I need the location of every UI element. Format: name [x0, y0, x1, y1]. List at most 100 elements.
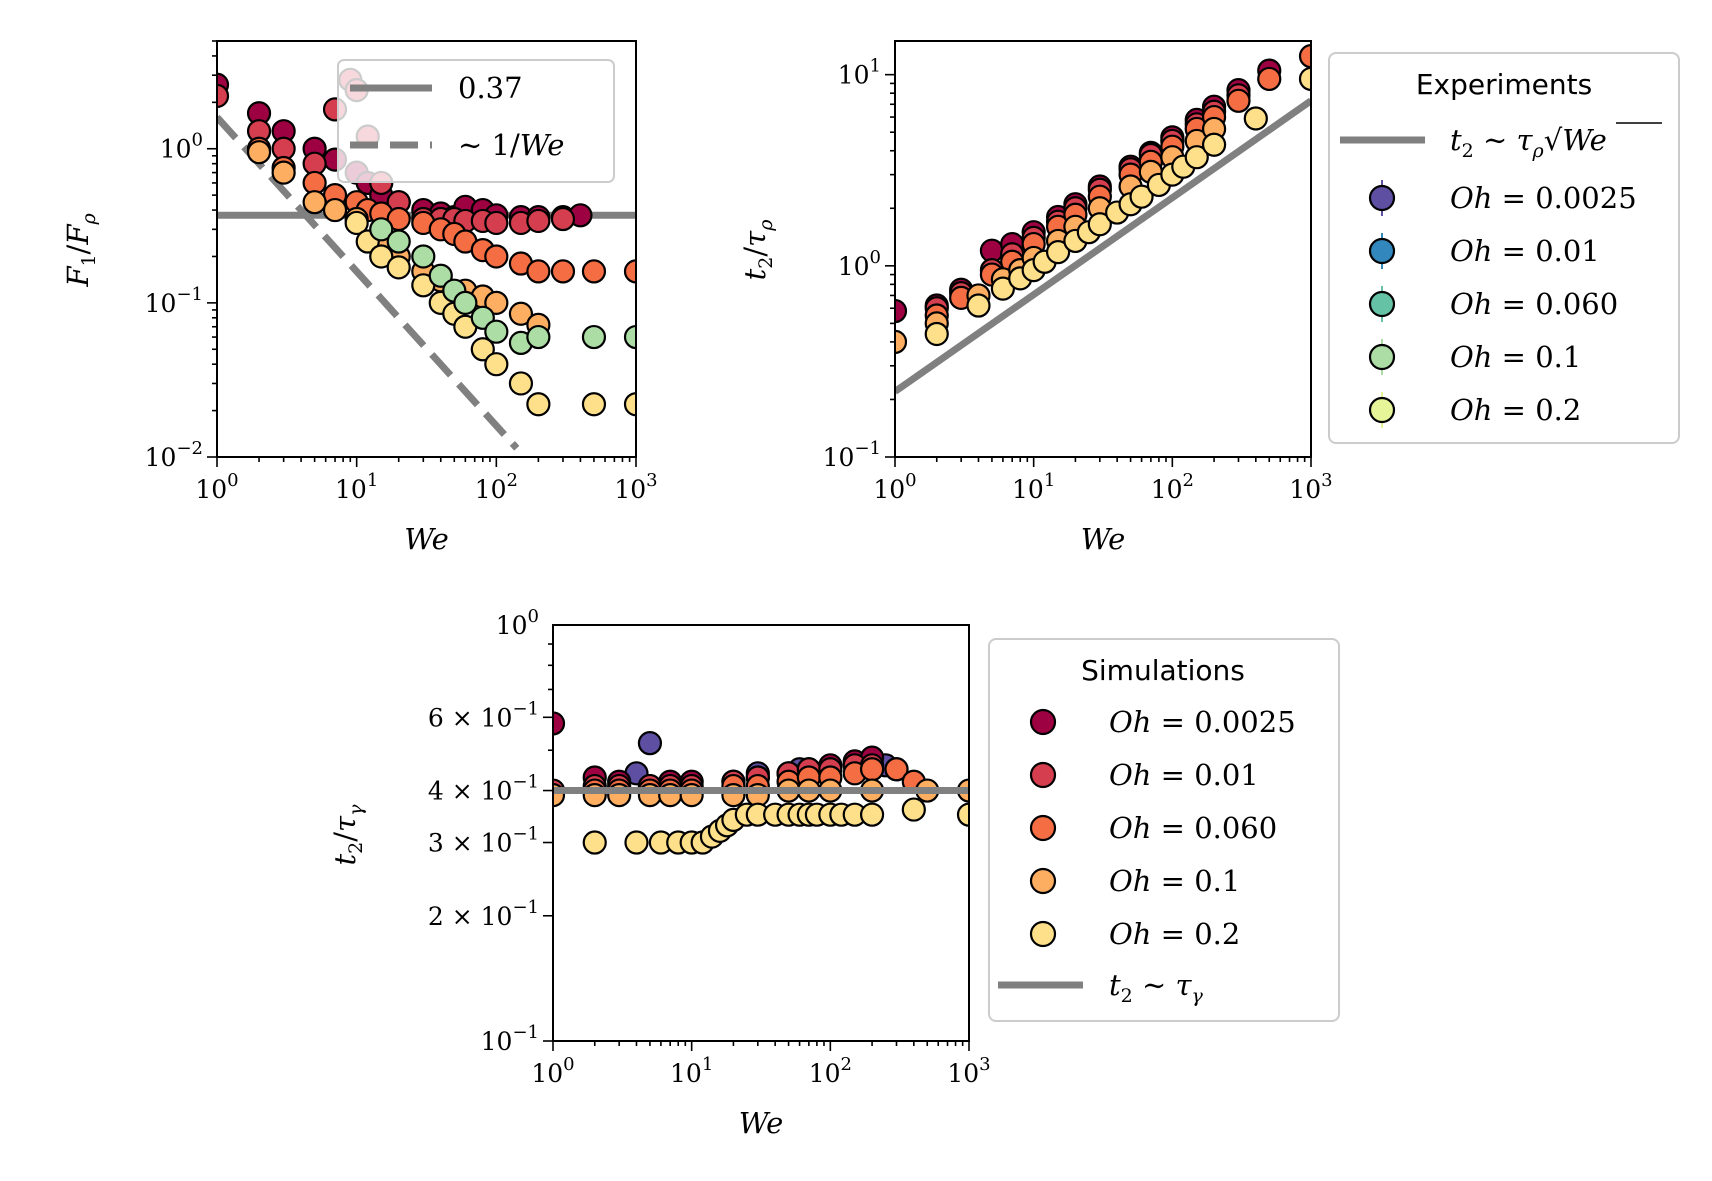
- y-tick-label: 2 × 10−1: [428, 897, 539, 931]
- data-point: [484, 290, 509, 315]
- data-point: [1243, 106, 1268, 131]
- panel-t2-over-taurho: 100 101 102 10310−1100101Wet2/τρExperiments…: [738, 40, 1680, 556]
- data-point: [966, 293, 991, 318]
- data-point: [508, 371, 534, 396]
- legend-marker: [1368, 396, 1396, 424]
- legend-label: Oh = 0.1: [1109, 864, 1240, 898]
- data-point: [956, 802, 969, 827]
- legend-marker: [1368, 184, 1396, 212]
- legend-label: Oh = 0.1: [1450, 340, 1581, 374]
- data-point: [1087, 212, 1112, 237]
- data-point: [484, 352, 509, 377]
- x-tick-label: 100: [195, 470, 238, 504]
- legend-marker: [1029, 920, 1057, 948]
- legend-label: Oh = 0.0025: [1109, 705, 1296, 739]
- plot-area: [217, 67, 636, 451]
- legend-marker: [1029, 814, 1057, 842]
- data-point: [550, 206, 576, 232]
- series-oh-0.2: [344, 210, 636, 417]
- data-point: [508, 301, 534, 326]
- y-tick-label: 4 × 10−1: [428, 772, 539, 806]
- y-tick-label: 10−1: [823, 438, 881, 472]
- series-oh-0.2: [924, 66, 1311, 347]
- data-point: [470, 337, 495, 362]
- legend-marker: [1368, 343, 1396, 371]
- x-tick-label: 103: [947, 1054, 990, 1088]
- legend-label: Oh = 0.2: [1109, 917, 1240, 951]
- legend-label: Oh = 0.0025: [1450, 181, 1637, 215]
- data-point: [1226, 88, 1251, 113]
- legend-label: Oh = 0.2: [1450, 393, 1581, 427]
- legend-marker: [1029, 708, 1057, 736]
- data-point: [1257, 66, 1282, 92]
- panel-t2-over-taugamma: 100 101 102 103 10−1 2 × 10−1 3 × 10−1 4 × 10−1…: [328, 606, 1340, 1140]
- data-point: [526, 259, 551, 284]
- reference-line-1: [895, 97, 1311, 395]
- legend-label: Oh = 0.01: [1109, 758, 1259, 792]
- axes-frame: [216, 40, 637, 458]
- data-point: [526, 392, 551, 417]
- legend-marker: [1368, 290, 1396, 318]
- x-tick-label: 101: [1012, 470, 1055, 504]
- series-oh-0.1: [895, 116, 1227, 355]
- legend-label: ∼ 1/We: [458, 128, 564, 162]
- plot-area: [895, 44, 1311, 395]
- legend-marker: [1029, 761, 1057, 789]
- data-point: [623, 392, 636, 417]
- data-point: [386, 255, 411, 280]
- data-point: [484, 319, 509, 344]
- data-point: [302, 190, 327, 215]
- data-point: [246, 140, 272, 165]
- axes-frame: [552, 624, 970, 1042]
- data-point: [582, 830, 607, 855]
- series-oh-0.2b: [369, 217, 636, 355]
- y-axis-label: t2/τγ: [328, 804, 367, 866]
- data-point: [884, 757, 909, 782]
- data-point: [526, 324, 551, 350]
- legend-label: t2 ∼ τγ: [1109, 968, 1204, 1007]
- x-tick-label: 102: [809, 1054, 852, 1088]
- data-point: [553, 711, 566, 736]
- data-point: [924, 321, 949, 347]
- legend-label: Oh = 0.01: [1450, 234, 1600, 268]
- data-point: [453, 290, 478, 315]
- data-point: [369, 217, 394, 242]
- data-point: [637, 731, 663, 756]
- data-point: [411, 244, 436, 269]
- legend-label: Oh = 0.060: [1450, 287, 1618, 321]
- data-point: [859, 757, 885, 782]
- data-point: [1045, 239, 1071, 265]
- x-axis-label: We: [404, 522, 449, 556]
- data-point: [581, 392, 607, 417]
- legend-box: [1328, 52, 1680, 444]
- legend-marker: [1029, 867, 1057, 895]
- data-point: [484, 210, 509, 236]
- legend-box: [988, 638, 1340, 1022]
- data-point: [217, 83, 230, 109]
- x-tick-label: 102: [475, 470, 518, 504]
- legend-panel-a: 0.37 ∼ 1/We: [337, 59, 615, 183]
- data-point: [901, 797, 926, 822]
- y-axis-label: F1/Fρ: [61, 213, 100, 288]
- x-tick-label: 102: [1151, 470, 1194, 504]
- legend-marker: [1368, 237, 1396, 265]
- y-tick-label: 100: [160, 130, 203, 164]
- x-tick-label: 100: [873, 470, 916, 504]
- x-tick-label: 103: [1289, 470, 1332, 504]
- y-tick-label: 10−1: [481, 1022, 539, 1056]
- y-tick-label: 100: [838, 247, 881, 281]
- data-point: [1298, 44, 1311, 69]
- panel-f1-over-frho: 100 101 102 103 10−2 10−1 100 We F1/Fρ 0.37 ∼ 1/We: [61, 40, 658, 556]
- data-point: [386, 229, 411, 254]
- y-tick-label: 10−2: [145, 438, 203, 472]
- legend-label: Oh = 0.060: [1109, 811, 1277, 845]
- y-tick-label: 6 × 10−1: [428, 698, 539, 732]
- data-point: [624, 830, 649, 855]
- legend-experiments: Experiments t2 ∼ τρ√We Oh = 0.0025 Oh = 0.0…: [1328, 52, 1680, 444]
- data-point: [550, 259, 576, 284]
- data-point: [895, 329, 908, 355]
- plot-area: [553, 711, 969, 855]
- data-point: [1201, 132, 1227, 157]
- y-tick-label: 100: [496, 606, 539, 640]
